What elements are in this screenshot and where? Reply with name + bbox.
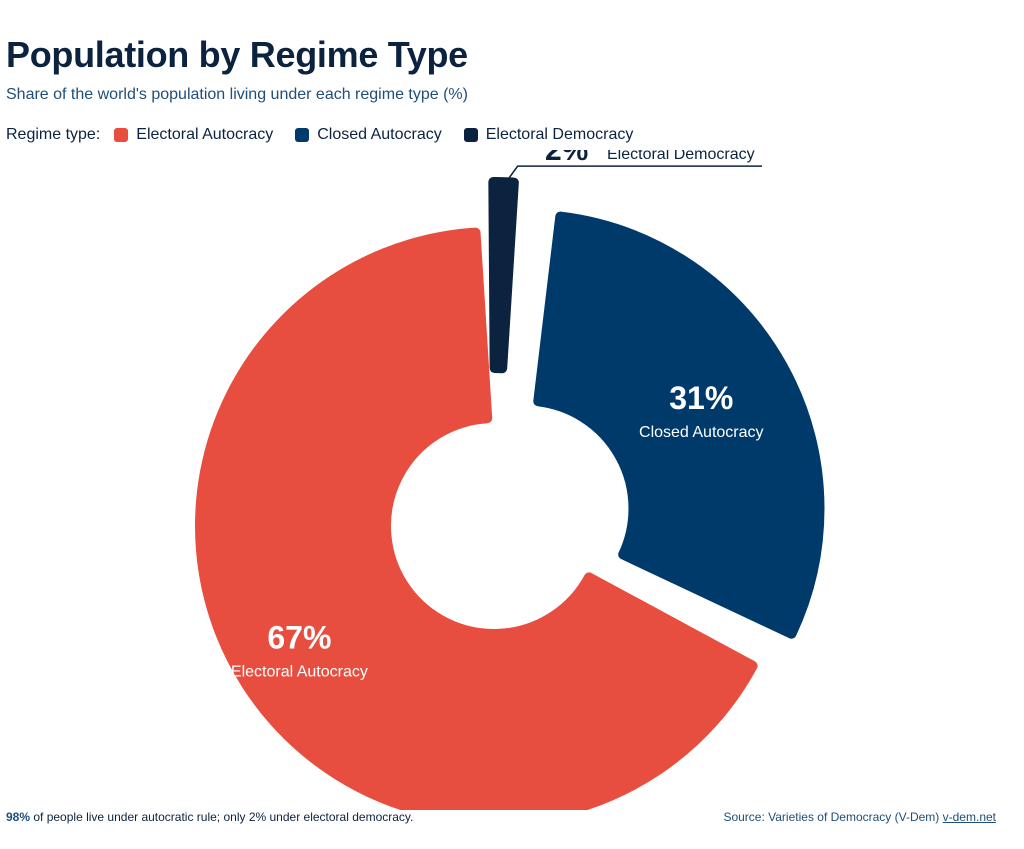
legend-item-electoral-democracy: Electoral Democracy <box>463 126 634 144</box>
legend-swatch-closed-autocracy <box>295 128 310 142</box>
data-label-name-electoral-democracy: Electoral Democracy <box>607 150 755 163</box>
data-label-name-electoral-autocracy: Electoral Autocracy <box>231 663 368 680</box>
callout-line <box>503 165 762 185</box>
chart-title: Population by Regime Type <box>6 34 468 75</box>
legend: Regime type: Electoral Autocracy Closed … <box>6 126 655 144</box>
legend-swatch-electoral-democracy <box>463 128 478 142</box>
legend-text-electoral-democracy: Electoral Democracy <box>485 126 634 143</box>
footer-highlight: 98% <box>6 810 31 824</box>
chart-subtitle: Share of the world's population living u… <box>6 86 468 103</box>
footer-note-text: of people live under autocratic rule; on… <box>30 810 414 824</box>
footer-source: Source: Varieties of Democracy (V-Dem) v… <box>723 810 996 824</box>
legend-text-closed-autocracy: Closed Autocracy <box>317 126 442 143</box>
data-label-value-electoral-autocracy: 67% <box>267 619 331 655</box>
source-link[interactable]: v-dem.net <box>942 810 996 824</box>
slice-electoral-democracy <box>488 177 519 374</box>
footer-note: 98% of people live under autocratic rule… <box>6 810 413 824</box>
legend-label: Regime type: <box>6 126 101 143</box>
legend-text-electoral-autocracy: Electoral Autocracy <box>136 126 274 143</box>
data-label-value-electoral-democracy: 2% <box>545 150 588 167</box>
slice-closed-autocracy <box>533 211 825 639</box>
data-label-value-closed-autocracy: 31% <box>669 380 733 416</box>
slice-electoral-autocracy <box>195 227 758 810</box>
legend-item-closed-autocracy: Closed Autocracy <box>295 126 442 144</box>
legend-item-electoral-autocracy: Electoral Autocracy <box>114 126 273 144</box>
source-text: Source: Varieties of Democracy (V-Dem) <box>723 810 943 824</box>
data-label-name-closed-autocracy: Closed Autocracy <box>639 424 764 441</box>
donut-chart: 67% Electoral Autocracy 31% Closed Autocrac… <box>195 150 825 810</box>
legend-swatch-electoral-autocracy <box>114 128 129 142</box>
